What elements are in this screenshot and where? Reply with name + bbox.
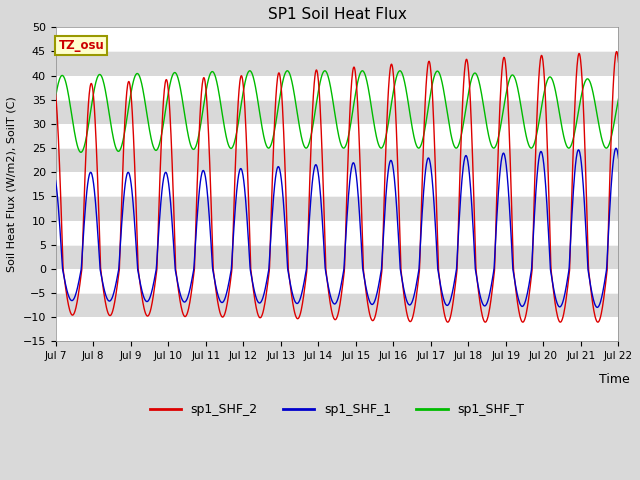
Bar xyxy=(56,76,618,100)
Y-axis label: Soil Heat Flux (W/m2), SoilT (C): Soil Heat Flux (W/m2), SoilT (C) xyxy=(7,96,17,272)
Text: TZ_osu: TZ_osu xyxy=(58,39,104,52)
Legend: sp1_SHF_2, sp1_SHF_1, sp1_SHF_T: sp1_SHF_2, sp1_SHF_1, sp1_SHF_T xyxy=(145,398,529,421)
Bar xyxy=(56,221,618,245)
X-axis label: Time: Time xyxy=(599,373,630,386)
Bar xyxy=(56,27,618,51)
Bar xyxy=(56,269,618,293)
Bar xyxy=(56,172,618,196)
Bar xyxy=(56,124,618,148)
Title: SP1 Soil Heat Flux: SP1 Soil Heat Flux xyxy=(268,7,406,22)
Bar xyxy=(56,317,618,341)
